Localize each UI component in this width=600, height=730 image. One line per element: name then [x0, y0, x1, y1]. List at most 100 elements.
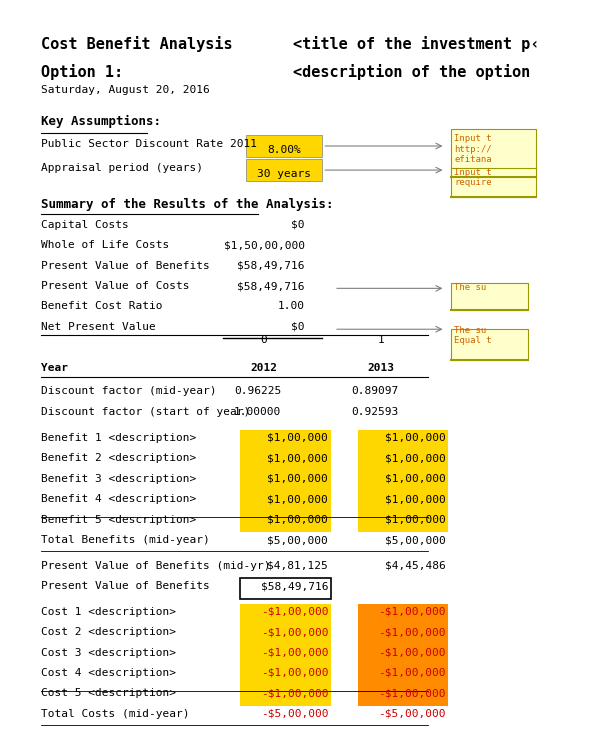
Text: Cost 1 <description>: Cost 1 <description> [41, 607, 176, 617]
Text: Benefit 2 <description>: Benefit 2 <description> [41, 453, 196, 464]
FancyBboxPatch shape [241, 624, 331, 645]
Text: -$5,00,000: -$5,00,000 [378, 709, 445, 719]
Text: $5,00,000: $5,00,000 [268, 535, 328, 545]
Text: 8.00%: 8.00% [268, 145, 301, 155]
Text: -$1,00,000: -$1,00,000 [378, 688, 445, 699]
FancyBboxPatch shape [241, 685, 331, 706]
Text: -$1,00,000: -$1,00,000 [261, 607, 328, 617]
Text: $1,00,000: $1,00,000 [385, 494, 445, 504]
Text: Key Assumptions:: Key Assumptions: [41, 115, 161, 128]
Text: $1,00,000: $1,00,000 [385, 453, 445, 464]
FancyBboxPatch shape [358, 685, 448, 706]
Text: $1,00,000: $1,00,000 [385, 433, 445, 443]
Text: $1,00,000: $1,00,000 [268, 515, 328, 525]
Text: Saturday, August 20, 2016: Saturday, August 20, 2016 [41, 85, 210, 95]
FancyBboxPatch shape [451, 168, 536, 197]
Text: -$5,00,000: -$5,00,000 [261, 709, 328, 719]
Text: Total Benefits (mid-year): Total Benefits (mid-year) [41, 535, 210, 545]
Text: Total Costs (mid-year): Total Costs (mid-year) [41, 709, 190, 719]
FancyBboxPatch shape [451, 329, 527, 360]
FancyBboxPatch shape [241, 604, 331, 624]
Text: $0: $0 [291, 322, 305, 332]
FancyBboxPatch shape [358, 430, 448, 450]
Text: $0: $0 [291, 220, 305, 230]
Text: 0.92593: 0.92593 [352, 407, 398, 417]
Text: Option 1:: Option 1: [41, 64, 123, 80]
Text: Discount factor (mid-year): Discount factor (mid-year) [41, 386, 217, 396]
Text: $58,49,716: $58,49,716 [261, 581, 328, 591]
Text: 2013: 2013 [367, 363, 394, 373]
Text: Cost 3 <description>: Cost 3 <description> [41, 648, 176, 658]
FancyBboxPatch shape [241, 491, 331, 512]
Text: -$1,00,000: -$1,00,000 [261, 648, 328, 658]
Text: Present Value of Benefits (mid-yr): Present Value of Benefits (mid-yr) [41, 561, 271, 571]
Text: $1,00,000: $1,00,000 [268, 474, 328, 484]
Text: $58,49,716: $58,49,716 [237, 281, 305, 291]
Text: Cost Benefit Analysis: Cost Benefit Analysis [41, 36, 233, 53]
Text: $4,45,486: $4,45,486 [385, 561, 445, 571]
Text: Whole of Life Costs: Whole of Life Costs [41, 240, 169, 250]
Text: -$1,00,000: -$1,00,000 [261, 688, 328, 699]
Text: 1: 1 [377, 335, 385, 345]
Text: Present Value of Benefits: Present Value of Benefits [41, 581, 210, 591]
Text: Year: Year [41, 363, 68, 373]
Text: Appraisal period (years): Appraisal period (years) [41, 163, 203, 173]
FancyBboxPatch shape [358, 471, 448, 491]
FancyBboxPatch shape [358, 491, 448, 512]
FancyBboxPatch shape [241, 450, 331, 471]
FancyBboxPatch shape [358, 665, 448, 685]
Text: -$1,00,000: -$1,00,000 [261, 627, 328, 637]
Text: -$1,00,000: -$1,00,000 [378, 627, 445, 637]
FancyBboxPatch shape [358, 624, 448, 645]
Text: The su: The su [454, 283, 487, 292]
Text: -$1,00,000: -$1,00,000 [378, 648, 445, 658]
Text: $1,00,000: $1,00,000 [385, 474, 445, 484]
Text: Benefit 5 <description>: Benefit 5 <description> [41, 515, 196, 525]
Text: Cost 2 <description>: Cost 2 <description> [41, 627, 176, 637]
Text: $58,49,716: $58,49,716 [237, 261, 305, 271]
FancyBboxPatch shape [241, 665, 331, 685]
Text: 30 years: 30 years [257, 169, 311, 179]
Text: Summary of the Results of the Analysis:: Summary of the Results of the Analysis: [41, 198, 334, 211]
FancyBboxPatch shape [241, 578, 331, 599]
FancyBboxPatch shape [358, 604, 448, 624]
Text: The su
Equal t: The su Equal t [454, 326, 492, 345]
FancyBboxPatch shape [358, 450, 448, 471]
FancyBboxPatch shape [358, 645, 448, 665]
Text: Discount factor (start of year): Discount factor (start of year) [41, 407, 250, 417]
Text: 1.00: 1.00 [278, 301, 305, 312]
Text: -$1,00,000: -$1,00,000 [261, 668, 328, 678]
Text: Present Value of Costs: Present Value of Costs [41, 281, 190, 291]
Text: $1,00,000: $1,00,000 [268, 433, 328, 443]
Text: $1,00,000: $1,00,000 [385, 515, 445, 525]
Text: Benefit Cost Ratio: Benefit Cost Ratio [41, 301, 163, 312]
Text: Benefit 4 <description>: Benefit 4 <description> [41, 494, 196, 504]
Text: Present Value of Benefits: Present Value of Benefits [41, 261, 210, 271]
Text: 0.96225: 0.96225 [234, 386, 281, 396]
Text: -$1,00,000: -$1,00,000 [378, 607, 445, 617]
FancyBboxPatch shape [451, 129, 536, 177]
Text: Public Sector Discount Rate 2011: Public Sector Discount Rate 2011 [41, 139, 257, 149]
Text: Benefit 1 <description>: Benefit 1 <description> [41, 433, 196, 443]
Text: $1,50,00,000: $1,50,00,000 [224, 240, 305, 250]
FancyBboxPatch shape [241, 430, 331, 450]
Text: Input t
require: Input t require [454, 168, 492, 188]
Text: 0.89097: 0.89097 [352, 386, 398, 396]
FancyBboxPatch shape [358, 512, 448, 532]
Text: Cost 4 <description>: Cost 4 <description> [41, 668, 176, 678]
FancyBboxPatch shape [246, 135, 322, 157]
Text: Capital Costs: Capital Costs [41, 220, 129, 230]
Text: 2012: 2012 [250, 363, 277, 373]
Text: 1.00000: 1.00000 [234, 407, 281, 417]
Text: $5,00,000: $5,00,000 [385, 535, 445, 545]
Text: Input t
http://
efitana: Input t http:// efitana [454, 134, 492, 164]
FancyBboxPatch shape [241, 471, 331, 491]
Text: $4,81,125: $4,81,125 [268, 561, 328, 571]
Text: 0: 0 [260, 335, 267, 345]
Text: <description of the option: <description of the option [293, 64, 530, 80]
Text: $1,00,000: $1,00,000 [268, 453, 328, 464]
Text: -$1,00,000: -$1,00,000 [378, 668, 445, 678]
FancyBboxPatch shape [451, 283, 527, 310]
Text: <title of the investment p‹: <title of the investment p‹ [293, 36, 539, 53]
FancyBboxPatch shape [246, 159, 322, 181]
